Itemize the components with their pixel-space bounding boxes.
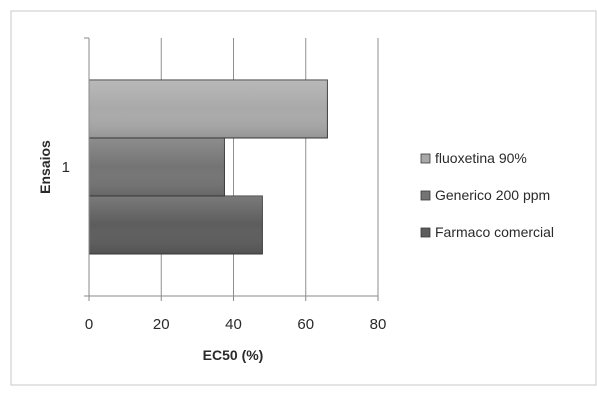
legend-swatch	[420, 227, 431, 238]
bar-generico-200-ppm	[88, 137, 225, 197]
y-axis-title: Ensaios	[37, 140, 53, 194]
bar-farmaco-comercial	[88, 195, 263, 255]
bar-fluoxetina-90-	[88, 79, 328, 139]
legend-item-fluoxetina-90-: fluoxetina 90%	[420, 150, 527, 166]
x-axis-title: EC50 (%)	[203, 347, 264, 363]
bar-shade	[89, 196, 263, 254]
axes	[84, 37, 379, 301]
x-tick-label-20: 20	[153, 316, 170, 333]
legend-item-generico-200-ppm: Generico 200 ppm	[420, 187, 550, 203]
legend: fluoxetina 90% Generico 200 ppm Farmaco co…	[420, 150, 554, 240]
bar-shade	[89, 80, 328, 138]
legend-label: fluoxetina 90%	[435, 150, 527, 166]
tick-labels: 0 20 40 60 80 1	[62, 159, 387, 333]
x-tick-label-40: 40	[225, 316, 242, 333]
legend-label: Farmaco comercial	[435, 224, 554, 240]
legend-swatch	[420, 190, 431, 201]
legend-item-farmaco-comercial: Farmaco comercial	[420, 224, 554, 240]
bar-shade	[89, 138, 225, 196]
legend-swatch	[420, 153, 431, 164]
x-tick-label-80: 80	[370, 316, 387, 333]
y-tick-label-1: 1	[62, 159, 70, 176]
x-tick-label-0: 0	[85, 316, 93, 333]
x-tick-label-60: 60	[297, 316, 314, 333]
legend-label: Generico 200 ppm	[435, 187, 550, 203]
bars	[88, 79, 328, 255]
